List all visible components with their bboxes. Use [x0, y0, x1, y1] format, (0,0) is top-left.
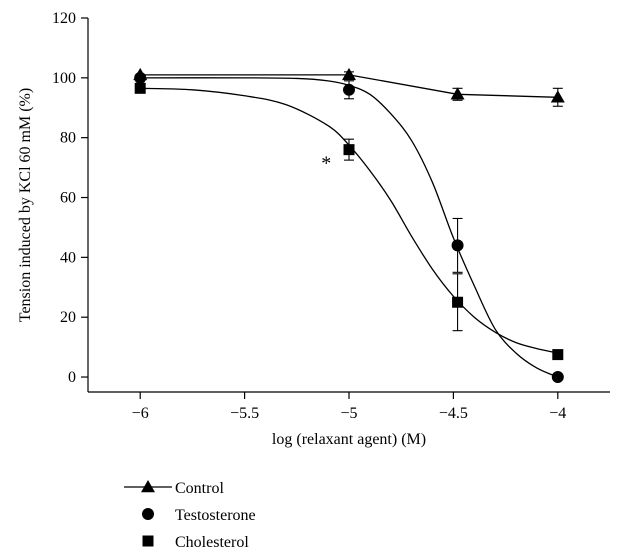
data-point-cholesterol	[452, 296, 464, 308]
data-point-testosterone	[551, 371, 564, 384]
y-tick-label: 100	[52, 70, 76, 87]
y-tick-label: 120	[52, 10, 76, 27]
data-point-cholesterol	[343, 144, 355, 156]
x-tick-label: −5.5	[230, 405, 259, 422]
legend-marker-cholesterol	[142, 535, 154, 547]
y-tick-label: 40	[60, 249, 76, 266]
data-point-cholesterol	[134, 82, 146, 94]
data-point-testosterone	[451, 239, 464, 252]
y-axis-label: Tension induced by KCl 60 mM (%)	[17, 88, 34, 322]
x-tick-label: −5	[340, 405, 357, 422]
x-tick-label: −4.5	[439, 405, 468, 422]
data-point-control	[550, 90, 565, 103]
axes: −6 −5.5 −5 −4.5 −4 0 20 40 60 80 100 120 log (relaxa…	[17, 10, 610, 448]
curve-testosterone	[140, 77, 559, 378]
legend-marker-control	[141, 480, 155, 493]
data-point-control	[450, 87, 465, 100]
legend: Control Testosterone Cholesterol	[124, 480, 256, 551]
y-tick-label: 60	[60, 190, 76, 207]
x-axis-label: log (relaxant agent) (M)	[272, 431, 426, 448]
series-curves	[140, 74, 559, 378]
significance-asterisk: *	[321, 153, 331, 175]
data-markers	[133, 67, 565, 384]
data-point-testosterone	[343, 83, 355, 96]
y-tick-label: 20	[60, 309, 76, 326]
x-tick-label: −4	[549, 405, 566, 422]
legend-label: Control	[175, 480, 224, 497]
curve-cholesterol	[140, 87, 558, 354]
error-bars	[344, 71, 563, 332]
curve-control	[140, 74, 558, 98]
data-point-cholesterol	[552, 349, 564, 361]
x-tick-label: −6	[132, 405, 149, 422]
y-tick-label: 0	[68, 369, 76, 386]
annotations: *	[321, 153, 331, 175]
data-point-testosterone	[134, 71, 147, 84]
data-point-control	[342, 67, 356, 81]
legend-label: Testosterone	[175, 507, 256, 524]
legend-marker-testosterone	[142, 508, 154, 520]
y-tick-label: 80	[60, 130, 76, 147]
legend-label: Cholesterol	[175, 534, 249, 551]
